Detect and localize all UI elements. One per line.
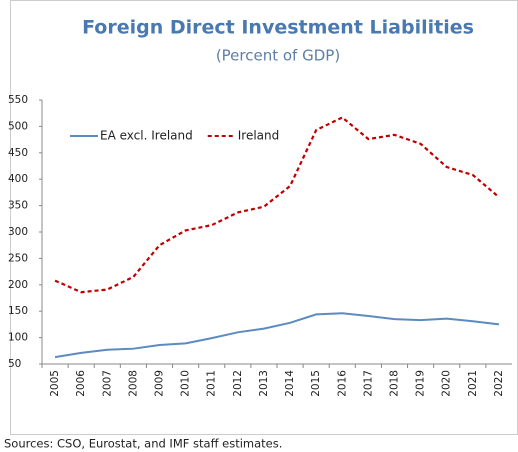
x-tick-label: 2006 [75,370,87,397]
x-tick-label: 2021 [467,370,479,397]
x-tick-label: 2020 [441,370,453,397]
y-tick-label: 350 [8,200,28,212]
legend-label: Ireland [238,129,280,143]
x-tick-label: 2012 [232,370,244,397]
y-tick-label: 300 [8,226,28,238]
y-tick-label: 200 [8,279,28,291]
x-tick-label: 2007 [101,370,113,397]
y-tick-label: 100 [8,332,28,344]
x-tick-label: 2016 [336,370,348,397]
x-tick-label: 2022 [493,370,505,397]
series-line [54,312,500,359]
x-tick-label: 2014 [284,370,296,397]
x-tick-label: 2005 [49,370,61,397]
series-line [54,116,500,294]
x-tick-label: 2008 [127,370,139,397]
x-tick-label: 2017 [362,370,374,397]
frame [10,0,518,435]
x-tick-label: 2009 [154,370,166,397]
y-tick-label: 500 [8,120,28,132]
legend-label: EA excl. Ireland [100,129,193,143]
x-tick-label: 2018 [389,370,401,397]
y-tick-label: 400 [8,173,28,185]
x-tick-label: 2010 [180,370,192,397]
x-tick-label: 2015 [310,370,322,397]
x-tick-label: 2019 [415,370,427,397]
chart-subtitle: (Percent of GDP) [216,47,340,65]
y-tick-label: 250 [8,252,28,264]
x-tick-label: 2013 [258,370,270,397]
source-note: Sources: CSO, Eurostat, and IMF staff es… [4,437,282,451]
x-tick-label: 2011 [206,370,218,397]
y-tick-label: 150 [8,305,28,317]
y-tick-label: 50 [8,358,21,370]
chart-title: Foreign Direct Investment Liabilities [82,17,474,39]
y-tick-label: 450 [8,147,28,159]
y-tick-label: 550 [8,94,28,106]
